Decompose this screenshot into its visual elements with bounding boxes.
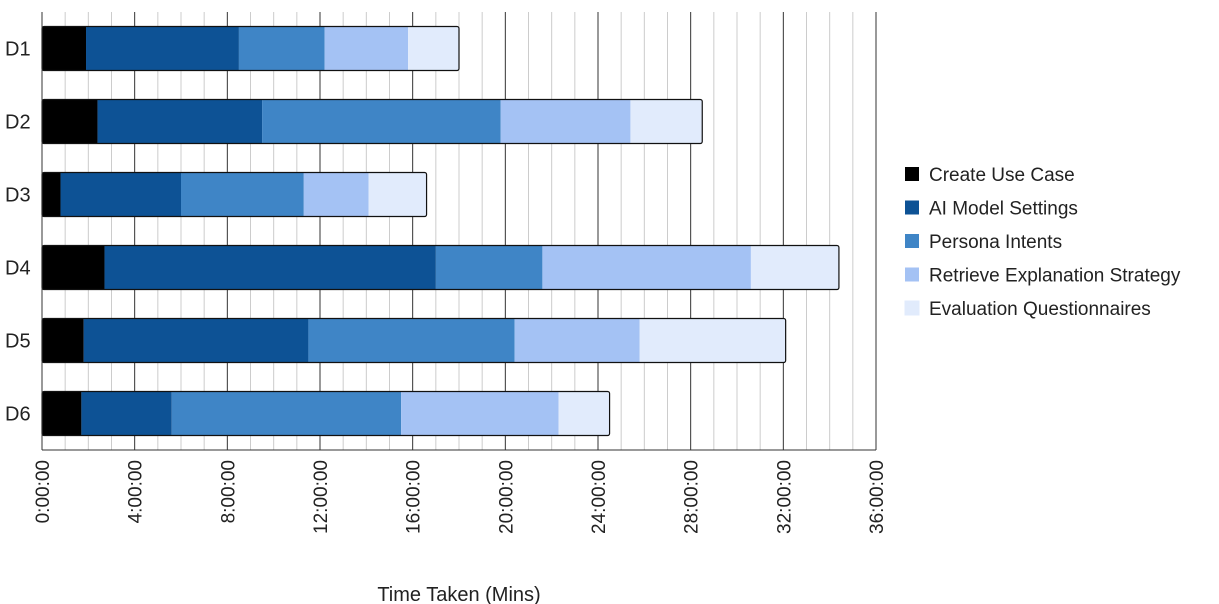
bar-segment: [630, 99, 703, 144]
x-tick-label: 32:00:00: [774, 460, 795, 534]
bar-segment: [303, 172, 369, 217]
bar-segment: [368, 172, 427, 217]
bar-segment: [83, 318, 309, 363]
x-axis-title: Time Taken (Mins): [377, 584, 540, 604]
bar-segment: [435, 245, 543, 290]
x-tick-labels: 0:00:00 4:00:00 8:00:00 12:00:00 16:00:00 20:…: [33, 460, 888, 534]
bar-segment: [750, 245, 839, 290]
bar-segment: [60, 172, 181, 217]
category-label: D5: [5, 331, 31, 353]
legend-swatch: [905, 234, 919, 248]
x-tick-label: 4:00:00: [126, 460, 147, 523]
bar-segment: [42, 172, 61, 217]
bar-segment: [514, 318, 640, 363]
bar-segment: [97, 99, 263, 144]
bar-segment: [639, 318, 786, 363]
x-tick-label: 24:00:00: [589, 460, 610, 534]
bar-segment: [104, 245, 436, 290]
legend-label: Evaluation Questionnaires: [929, 299, 1151, 320]
bar-segment: [42, 391, 82, 436]
bar-segment: [42, 318, 84, 363]
bars: [41, 25, 840, 437]
bar-segment: [558, 391, 610, 436]
bar-segment: [42, 26, 87, 71]
y-category-labels: D1 D2 D3 D4 D5 D6: [5, 39, 31, 426]
bar-segment: [542, 245, 751, 290]
bar-segment: [401, 391, 559, 436]
x-tick-label: 8:00:00: [218, 460, 239, 523]
category-label: D1: [5, 39, 31, 61]
legend-label: AI Model Settings: [929, 199, 1078, 220]
legend-swatch: [905, 200, 919, 215]
legend-label: Persona Intents: [929, 232, 1062, 253]
x-tick-label: 28:00:00: [682, 460, 703, 534]
x-tick-label: 36:00:00: [867, 460, 888, 534]
bar-segment: [81, 391, 172, 436]
x-tick-label: 0:00:00: [33, 460, 54, 523]
category-label: D4: [5, 258, 31, 280]
x-tick-label: 12:00:00: [311, 460, 332, 534]
bar-segment: [238, 26, 325, 71]
bar-segment: [42, 99, 98, 144]
bar-segment: [42, 245, 105, 290]
legend-swatch: [905, 267, 919, 282]
gridlines: [41, 12, 877, 450]
bar-segment: [86, 26, 239, 71]
axes: [41, 12, 876, 451]
category-label: D3: [5, 185, 31, 207]
category-label: D2: [5, 112, 31, 134]
legend: Create Use Case AI Model Settings Persona …: [904, 165, 1181, 320]
legend-label: Create Use Case: [929, 165, 1075, 186]
legend-label: Retrieve Explanation Strategy: [929, 266, 1181, 287]
bar-segment: [408, 26, 459, 71]
bar-segment: [500, 99, 631, 144]
bar-segment: [181, 172, 304, 217]
x-tick-label: 16:00:00: [404, 460, 425, 534]
bar-segment: [308, 318, 515, 363]
bar-segment: [171, 391, 402, 436]
legend-swatch: [904, 300, 920, 316]
bar-segment: [324, 26, 409, 71]
x-tick-label: 20:00:00: [496, 460, 517, 534]
category-label: D6: [5, 404, 31, 426]
legend-swatch: [905, 167, 919, 181]
bar-segment: [262, 99, 501, 144]
